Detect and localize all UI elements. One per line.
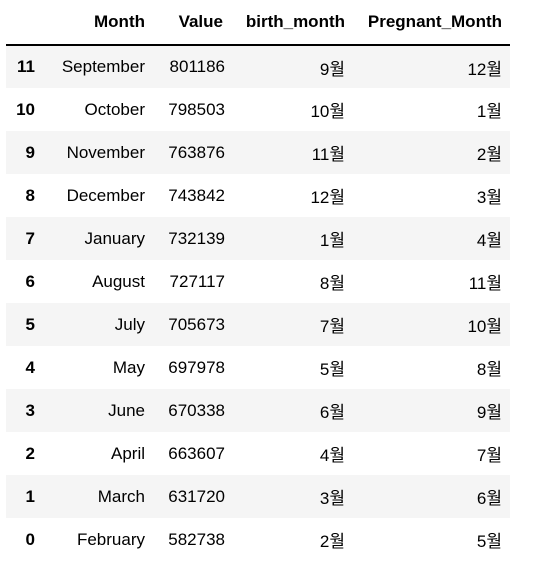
month-cell: July (114, 314, 145, 334)
table-row: 2 April 663607 4월 7월 (6, 432, 510, 475)
row-index: 0 (25, 529, 35, 549)
value-cell: 705673 (168, 314, 225, 334)
month-cell: November (66, 142, 145, 162)
month-cell: April (110, 443, 145, 463)
value-cell: 663607 (168, 443, 225, 463)
month-cell: March (97, 486, 145, 506)
table-row: 0 February 582738 2월 5월 (6, 518, 510, 561)
month-cell: September (61, 57, 145, 76)
row-index: 2 (25, 443, 35, 463)
birth-month-cell: 12월 (310, 188, 345, 207)
birth-month-cell: 4월 (319, 446, 345, 465)
dataframe-table: Month Value birth_month Pregnant_Month 1… (6, 0, 510, 561)
row-index: 9 (25, 142, 35, 162)
birth-month-cell: 3월 (319, 489, 345, 508)
month-cell: February (76, 529, 145, 549)
birth-month-column-header: birth_month (231, 0, 353, 46)
table-body: 11 September 801186 9월 12월 10 October 798503 10월… (6, 45, 510, 561)
birth-month-cell: 1월 (319, 231, 345, 250)
value-cell: 697978 (168, 357, 225, 377)
month-cell: May (112, 357, 145, 377)
table-row: 6 August 727117 8월 11월 (6, 260, 510, 303)
table-row: 10 October 798503 10월 1월 (6, 88, 510, 131)
table-row: 11 September 801186 9월 12월 (6, 45, 510, 88)
pregnant-month-cell: 12월 (467, 59, 502, 79)
row-index: 1 (25, 486, 35, 506)
birth-month-cell: 5월 (319, 360, 345, 379)
pregnant-month-cell: 10월 (467, 317, 502, 336)
pregnant-month-cell: 6월 (476, 489, 502, 508)
table-row: 3 June 670338 6월 9월 (6, 389, 510, 432)
month-cell: January (84, 228, 145, 248)
row-index: 10 (16, 99, 35, 119)
value-cell: 763876 (168, 142, 225, 162)
value-column-header: Value (153, 0, 231, 46)
value-cell: 582738 (168, 529, 225, 549)
pregnant-month-cell: 5월 (476, 532, 502, 551)
table-header: Month Value birth_month Pregnant_Month (6, 0, 510, 46)
header-row: Month Value birth_month Pregnant_Month (6, 0, 510, 46)
birth-month-cell: 11월 (311, 145, 345, 164)
birth-month-cell: 7월 (319, 317, 345, 336)
row-index: 4 (25, 357, 35, 377)
row-index: 5 (25, 314, 35, 334)
birth-month-cell: 6월 (319, 403, 345, 422)
birth-month-cell: 9월 (319, 59, 345, 79)
table-row: 8 December 743842 12월 3월 (6, 174, 510, 217)
index-column-header (6, 0, 43, 46)
table-row: 7 January 732139 1월 4월 (6, 217, 510, 260)
pregnant-month-cell: 7월 (476, 446, 502, 465)
pregnant-month-cell: 1월 (476, 102, 502, 121)
pregnant-month-cell: 2월 (476, 145, 502, 164)
value-cell: 798503 (168, 99, 225, 119)
birth-month-cell: 2월 (319, 532, 345, 551)
month-column-header: Month (43, 0, 153, 46)
pregnant-month-column-header: Pregnant_Month (353, 0, 510, 46)
row-index: 6 (25, 271, 35, 291)
pregnant-month-cell: 8월 (476, 360, 502, 379)
month-cell: December (66, 185, 145, 205)
table-row: 5 July 705673 7월 10월 (6, 303, 510, 346)
pregnant-month-cell: 11월 (468, 274, 502, 293)
table-row: 4 May 697978 5월 8월 (6, 346, 510, 389)
value-cell: 801186 (169, 57, 225, 76)
value-cell: 631720 (168, 486, 225, 506)
row-index: 11 (17, 57, 35, 76)
row-index: 3 (25, 400, 35, 420)
month-cell: October (84, 99, 145, 119)
value-cell: 732139 (168, 228, 225, 248)
value-cell: 727117 (169, 271, 225, 291)
month-cell: June (108, 400, 145, 420)
pregnant-month-cell: 9월 (476, 403, 502, 422)
table-row: 9 November 763876 11월 2월 (6, 131, 510, 174)
row-index: 7 (25, 228, 35, 248)
table-row: 1 March 631720 3월 6월 (6, 475, 510, 518)
month-cell: August (92, 271, 145, 291)
row-index: 8 (25, 185, 35, 205)
value-cell: 670338 (168, 400, 225, 420)
value-cell: 743842 (168, 185, 225, 205)
pregnant-month-cell: 3월 (476, 188, 502, 207)
pregnant-month-cell: 4월 (476, 231, 502, 250)
birth-month-cell: 8월 (319, 274, 345, 293)
birth-month-cell: 10월 (310, 102, 345, 121)
